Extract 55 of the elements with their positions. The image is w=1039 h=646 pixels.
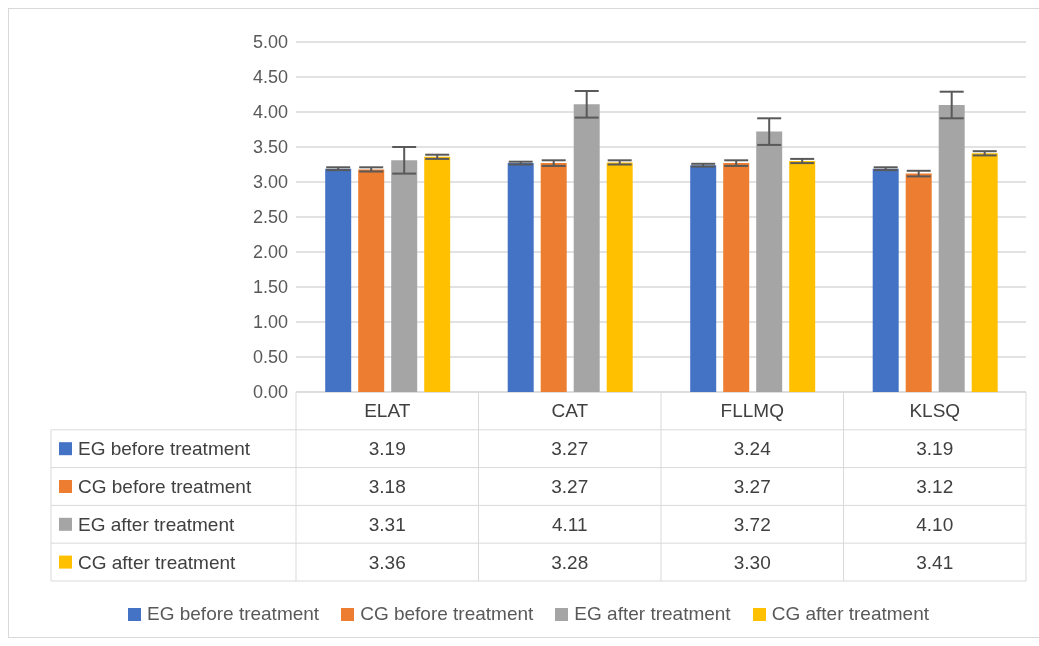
y-tick-label: 3.50: [252, 137, 288, 158]
bar: [971, 153, 998, 392]
data-label: 3.72: [733, 513, 771, 535]
legend-label: EG before treatment: [78, 438, 251, 460]
y-tick-label: 2.50: [252, 207, 288, 228]
y-tick-label: 1.00: [252, 312, 288, 333]
data-label: 3.27: [733, 476, 771, 497]
data-label: 3.30: [733, 551, 771, 573]
data-label: 4.11: [551, 513, 588, 535]
text: CG before treatment: [360, 603, 534, 624]
bar: [391, 160, 418, 392]
data-label: 3.18: [368, 476, 406, 497]
data-label: 3.41: [916, 551, 954, 573]
bar: [573, 104, 600, 392]
y-tick-label: 5.00: [252, 32, 288, 53]
x-tick-label: FLLMQ: [720, 400, 784, 422]
data-label: 3.12: [916, 476, 954, 497]
x-tick-label: ELAT: [364, 400, 411, 422]
bar: [540, 163, 567, 392]
data-label: 3.28: [551, 551, 589, 573]
bar: [424, 156, 451, 392]
bar: [507, 163, 534, 392]
y-tick-label: 0.00: [252, 382, 288, 403]
legend-label: CG after treatment: [770, 603, 929, 625]
legend-label: EG after treatment: [78, 513, 236, 535]
data-label: 4.10: [916, 513, 954, 535]
bar: [872, 168, 899, 392]
y-tick-label: 1.50: [252, 277, 288, 298]
bar: [905, 173, 932, 392]
bar: [723, 163, 750, 392]
y-tick-label: 2.00: [252, 242, 288, 263]
bar: [690, 165, 717, 392]
text: EG after treatment: [574, 603, 731, 624]
data-label: 3.27: [551, 438, 589, 460]
y-tick-label: 4.00: [252, 102, 288, 123]
bar: [789, 161, 816, 392]
bar: [325, 168, 352, 392]
bar: [358, 169, 385, 392]
legend-label: CG before treatment: [78, 476, 252, 497]
y-tick-label: 3.00: [252, 172, 288, 193]
text: CG after treatment: [78, 551, 236, 573]
data-label: 3.27: [551, 476, 589, 497]
y-tick-label: 0.50: [252, 347, 288, 368]
data-label: 3.24: [733, 438, 772, 460]
data-label: 3.31: [368, 513, 406, 535]
bar: [606, 162, 633, 392]
data-label: 3.19: [916, 438, 954, 460]
text: EG before treatment: [147, 603, 320, 624]
y-tick-label: 4.50: [252, 67, 288, 88]
bar: [756, 131, 783, 392]
data-label: 3.19: [368, 438, 406, 460]
data-label: 3.36: [368, 551, 406, 573]
x-tick-label: CAT: [551, 400, 589, 422]
bar: [938, 105, 965, 392]
x-tick-label: KLSQ: [909, 400, 961, 422]
